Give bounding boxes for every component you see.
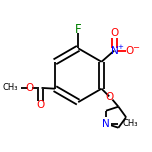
Text: CH₃: CH₃ <box>123 119 138 128</box>
Text: O: O <box>36 100 44 110</box>
Text: +: + <box>118 44 124 50</box>
Text: O: O <box>125 46 134 56</box>
Text: F: F <box>75 23 81 36</box>
Text: O: O <box>110 28 118 38</box>
Text: O: O <box>26 83 34 93</box>
Text: −: − <box>132 43 139 52</box>
Text: CH₃: CH₃ <box>3 83 18 92</box>
Text: O: O <box>106 92 114 102</box>
Text: N: N <box>102 119 110 129</box>
Text: N: N <box>111 46 119 56</box>
